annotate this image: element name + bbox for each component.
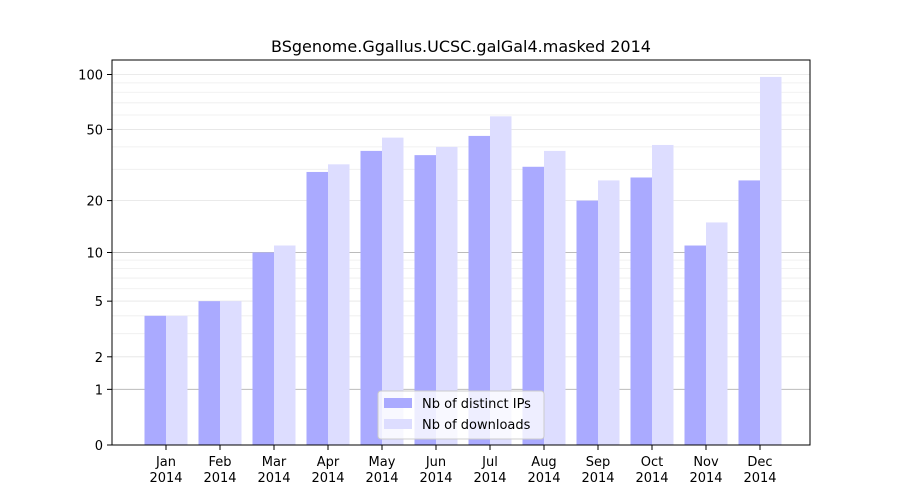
x-tick-label-year: 2014 [635, 471, 668, 486]
x-tick-label-year: 2014 [365, 471, 398, 486]
bar-downloads [436, 146, 458, 445]
x-tick-label-month: Jan [155, 455, 176, 470]
chart-title: BSgenome.Ggallus.UCSC.galGal4.masked 201… [271, 37, 651, 56]
y-tick-label: 10 [86, 247, 103, 262]
x-tick-label-month: Feb [208, 455, 231, 470]
x-tick-label-year: 2014 [311, 471, 344, 486]
y-tick-label: 5 [95, 295, 103, 310]
x-tick-label-year: 2014 [689, 471, 722, 486]
x-tick-label-month: May [369, 455, 396, 470]
x-tick-label-year: 2014 [473, 471, 506, 486]
x-tick-label-year: 2014 [419, 471, 452, 486]
bar-distinct-ips [144, 315, 166, 445]
y-axis: 0 1 2 5 10 20 50 100 [78, 69, 112, 454]
bar-distinct-ips [414, 155, 436, 446]
bar-downloads [382, 137, 404, 445]
x-axis: Jan2014Feb2014Mar2014Apr2014May2014Jun20… [149, 445, 777, 486]
x-tick-label-month: Aug [531, 455, 556, 470]
bar-distinct-ips [630, 177, 652, 445]
bar-distinct-ips [198, 301, 220, 445]
x-tick-label-year: 2014 [743, 471, 776, 486]
legend-label-distinct-ips: Nb of distinct IPs [422, 397, 531, 412]
legend-frame [377, 390, 545, 440]
bars [144, 76, 782, 446]
x-tick-label-month: Jul [481, 455, 498, 470]
bar-downloads [652, 144, 674, 445]
bar-distinct-ips [360, 150, 382, 445]
y-tick-label: 20 [86, 195, 103, 210]
bar-downloads [598, 180, 620, 446]
legend-swatch-downloads [384, 419, 412, 429]
x-tick-label-month: Oct [641, 455, 663, 470]
x-tick-label-month: Mar [262, 455, 287, 470]
bar-downloads [166, 315, 188, 445]
bar-distinct-ips [252, 252, 274, 445]
bar-downloads [706, 222, 728, 445]
bar-downloads [220, 301, 242, 445]
x-tick-label-month: Jun [425, 455, 446, 470]
bar-distinct-ips [738, 180, 760, 446]
bar-downloads [490, 116, 512, 446]
bar-distinct-ips [684, 245, 706, 445]
bar-distinct-ips [522, 166, 544, 446]
bar-downloads [328, 164, 350, 445]
x-tick-label-year: 2014 [203, 471, 236, 486]
x-tick-label-month: Apr [317, 455, 340, 470]
x-tick-label-year: 2014 [527, 471, 560, 486]
legend-swatch-distinct-ips [384, 398, 412, 408]
x-tick-label-year: 2014 [257, 471, 290, 486]
bar-distinct-ips [468, 135, 490, 445]
bar-distinct-ips [306, 171, 328, 445]
x-tick-label-month: Sep [586, 455, 611, 470]
legend: Nb of distinct IPs Nb of downloads [377, 390, 545, 440]
y-tick-label: 2 [95, 351, 103, 366]
x-tick-label-year: 2014 [581, 471, 614, 486]
x-tick-label-month: Dec [747, 455, 772, 470]
x-tick-label-month: Nov [693, 455, 719, 470]
legend-label-downloads: Nb of downloads [422, 418, 531, 433]
grid [112, 74, 810, 390]
y-tick-label: 1 [95, 383, 103, 398]
bar-distinct-ips [576, 200, 598, 445]
bar-downloads [544, 150, 566, 445]
bar-downloads [760, 76, 782, 445]
y-tick-label: 0 [95, 439, 103, 454]
bar-downloads [274, 245, 296, 445]
y-tick-label: 50 [86, 123, 103, 138]
x-tick-label-year: 2014 [149, 471, 182, 486]
y-tick-label: 100 [78, 69, 103, 84]
